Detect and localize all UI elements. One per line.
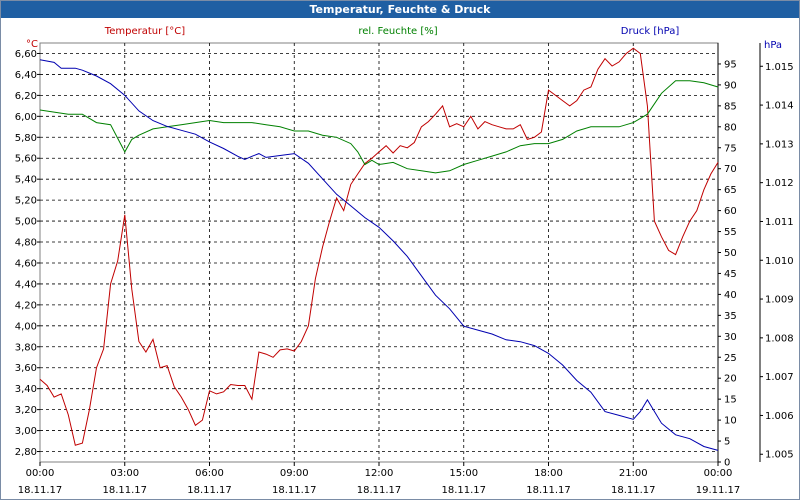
humidity-tick-label: 55 xyxy=(724,227,737,238)
temperature-tick-label: 3,80 xyxy=(15,342,37,353)
time-tick-label: 09:00 xyxy=(280,468,309,479)
humidity-tick-label: 70 xyxy=(724,164,737,175)
pressure-tick-label: 1.007 xyxy=(765,372,794,383)
humidity-tick-label: 50 xyxy=(724,248,737,259)
humidity-axis-title: rel. Feuchte [%] xyxy=(358,26,437,37)
temperature-tick-label: 3,60 xyxy=(15,363,37,374)
time-axis: 00:00 18.11.17 03:00 18.11.17 06:00 18.11.17 0… xyxy=(18,462,741,496)
humidity-tick-label: 10 xyxy=(724,416,737,427)
humidity-tick-label: 45 xyxy=(724,269,737,280)
temperature-tick-label: 6,60 xyxy=(15,49,37,60)
temperature-tick-label: 2,80 xyxy=(15,447,37,458)
pressure-tick-label: 1.006 xyxy=(765,411,794,422)
grid-lines xyxy=(40,43,718,462)
time-tick-label: 21:00 xyxy=(619,468,648,479)
date-tick-label: 18.11.17 xyxy=(526,485,571,496)
temperature-axis: 2,80 3,00 3,20 3,40 3,60 3,80 4,00 4,20 4,40 4,60… xyxy=(15,49,40,458)
temperature-tick-label: 4,80 xyxy=(15,238,37,249)
humidity-tick-label: 65 xyxy=(724,185,737,196)
humidity-tick-label: 0 xyxy=(724,458,730,469)
temperature-tick-label: 3,00 xyxy=(15,426,37,437)
temperature-tick-label: 5,60 xyxy=(15,154,37,165)
temperature-tick-label: 6,40 xyxy=(15,70,37,81)
date-tick-label: 18.11.17 xyxy=(102,485,147,496)
humidity-tick-label: 85 xyxy=(724,101,737,112)
pressure-tick-label: 1.009 xyxy=(765,295,794,306)
temperature-tick-label: 4,20 xyxy=(15,300,37,311)
humidity-tick-label: 5 xyxy=(724,437,730,448)
pressure-tick-label: 1.013 xyxy=(765,139,794,150)
humidity-tick-label: 80 xyxy=(724,122,737,133)
date-tick-label: 18.11.17 xyxy=(441,485,486,496)
humidity-tick-label: 75 xyxy=(724,143,737,154)
temperature-tick-label: 3,20 xyxy=(15,405,37,416)
pressure-tick-label: 1.012 xyxy=(765,178,794,189)
pressure-tick-label: 1.011 xyxy=(765,217,794,228)
humidity-tick-label: 40 xyxy=(724,290,737,301)
axis-labels: °C Temperatur [°C] rel. Feuchte [%] Druck [… xyxy=(26,26,782,51)
date-tick-label: 18.11.17 xyxy=(187,485,232,496)
chart-title: Temperatur, Feuchte & Druck xyxy=(1,1,799,18)
temperature-tick-label: 5,00 xyxy=(15,217,37,228)
pressure-tick-label: 1.014 xyxy=(765,101,794,112)
temperature-tick-label: 3,40 xyxy=(15,384,37,395)
humidity-tick-label: 90 xyxy=(724,80,737,91)
time-tick-label: 03:00 xyxy=(110,468,139,479)
humidity-tick-label: 35 xyxy=(724,311,737,322)
time-tick-label: 00:00 xyxy=(26,468,55,479)
temperature-axis-title: Temperatur [°C] xyxy=(104,26,185,37)
temperature-tick-label: 5,40 xyxy=(15,175,37,186)
temperature-unit-label: °C xyxy=(26,39,38,50)
date-tick-label: 19.11.17 xyxy=(696,485,741,496)
pressure-axis: 1.005 1.006 1.007 1.008 1.009 1.010 1.011 1.012… xyxy=(759,43,794,462)
time-tick-label: 15:00 xyxy=(449,468,478,479)
temperature-tick-label: 4,40 xyxy=(15,279,37,290)
temperature-tick-label: 5,80 xyxy=(15,133,37,144)
pressure-tick-label: 1.010 xyxy=(765,256,794,267)
time-tick-label: 00:00 xyxy=(704,468,733,479)
pressure-axis-title: Druck [hPa] xyxy=(621,26,680,37)
series-group xyxy=(39,47,719,451)
time-tick-label: 06:00 xyxy=(195,468,224,479)
temperature-tick-label: 6,20 xyxy=(15,91,37,102)
humidity-tick-label: 25 xyxy=(724,353,737,364)
date-tick-label: 18.11.17 xyxy=(272,485,317,496)
time-tick-label: 18:00 xyxy=(534,468,563,479)
humidity-tick-label: 95 xyxy=(724,59,737,70)
humidity-series-line xyxy=(39,80,719,174)
pressure-tick-label: 1.005 xyxy=(765,450,794,461)
humidity-tick-label: 30 xyxy=(724,332,737,343)
humidity-axis: 0 5 10 15 20 25 30 35 40 45 50 55 60 65 70 75 80 85 90 95 xyxy=(717,43,737,469)
time-tick-label: 12:00 xyxy=(365,468,394,479)
humidity-tick-label: 60 xyxy=(724,206,737,217)
pressure-tick-label: 1.008 xyxy=(765,333,794,344)
pressure-tick-label: 1.015 xyxy=(765,62,794,73)
date-tick-label: 18.11.17 xyxy=(357,485,402,496)
temperature-tick-label: 6,00 xyxy=(15,112,37,123)
date-tick-label: 18.11.17 xyxy=(611,485,656,496)
humidity-tick-label: 15 xyxy=(724,395,737,406)
pressure-unit-label: hPa xyxy=(764,40,782,51)
temperature-tick-label: 4,60 xyxy=(15,258,37,269)
temperature-series-line xyxy=(39,47,719,446)
date-tick-label: 18.11.17 xyxy=(18,485,63,496)
humidity-tick-label: 20 xyxy=(724,374,737,385)
temperature-tick-label: 4,00 xyxy=(15,321,37,332)
pressure-series-line xyxy=(39,59,719,451)
temperature-tick-label: 5,20 xyxy=(15,196,37,207)
